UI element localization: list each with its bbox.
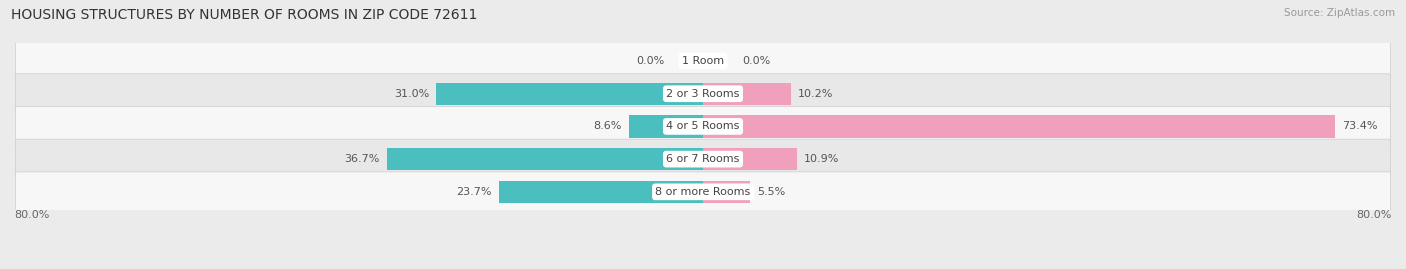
Text: 2 or 3 Rooms: 2 or 3 Rooms	[666, 89, 740, 99]
Text: 6 or 7 Rooms: 6 or 7 Rooms	[666, 154, 740, 164]
FancyBboxPatch shape	[15, 139, 1391, 179]
Text: 36.7%: 36.7%	[344, 154, 380, 164]
Text: 23.7%: 23.7%	[457, 187, 492, 197]
Bar	[628, 115, 703, 137]
Text: 10.2%: 10.2%	[797, 89, 834, 99]
Text: 10.9%: 10.9%	[804, 154, 839, 164]
Bar	[703, 83, 790, 105]
Text: 0.0%: 0.0%	[636, 56, 664, 66]
Bar	[499, 181, 703, 203]
Text: 0.0%: 0.0%	[742, 56, 770, 66]
FancyBboxPatch shape	[15, 107, 1391, 146]
Text: 8.6%: 8.6%	[593, 121, 621, 132]
Text: 80.0%: 80.0%	[1357, 210, 1392, 220]
Text: 5.5%: 5.5%	[758, 187, 786, 197]
FancyBboxPatch shape	[15, 74, 1391, 114]
FancyBboxPatch shape	[15, 172, 1391, 212]
Text: 80.0%: 80.0%	[14, 210, 49, 220]
Text: 1 Room: 1 Room	[682, 56, 724, 66]
Text: 4 or 5 Rooms: 4 or 5 Rooms	[666, 121, 740, 132]
Text: 31.0%: 31.0%	[394, 89, 429, 99]
Text: Source: ZipAtlas.com: Source: ZipAtlas.com	[1284, 8, 1395, 18]
Text: HOUSING STRUCTURES BY NUMBER OF ROOMS IN ZIP CODE 72611: HOUSING STRUCTURES BY NUMBER OF ROOMS IN…	[11, 8, 478, 22]
FancyBboxPatch shape	[15, 41, 1391, 81]
Bar	[387, 148, 703, 170]
Text: 73.4%: 73.4%	[1341, 121, 1378, 132]
Bar	[703, 115, 1336, 137]
Bar	[703, 148, 797, 170]
Bar	[703, 181, 751, 203]
Bar	[436, 83, 703, 105]
Text: 8 or more Rooms: 8 or more Rooms	[655, 187, 751, 197]
